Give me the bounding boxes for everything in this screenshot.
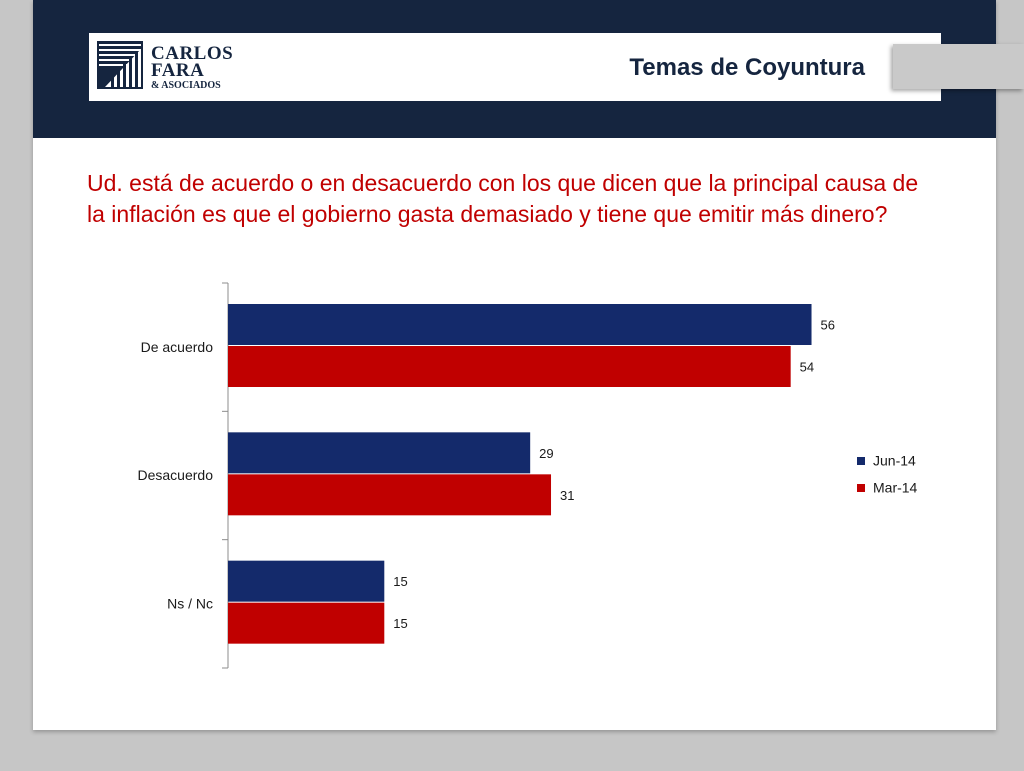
side-tab xyxy=(893,44,1024,89)
header-bar: CARLOS FARA & ASOCIADOS Temas de Coyuntu… xyxy=(89,33,941,101)
legend-label: Jun-14 xyxy=(873,453,916,469)
category-label: De acuerdo xyxy=(141,339,214,355)
legend-label: Mar-14 xyxy=(873,480,918,496)
data-label: 31 xyxy=(560,488,574,503)
category-label: Desacuerdo xyxy=(138,467,214,483)
question-text: Ud. está de acuerdo o en desacuerdo con … xyxy=(87,170,919,227)
page-title: Temas de Coyuntura xyxy=(629,54,865,81)
bar-jun-14-2 xyxy=(228,560,385,602)
bar-mar-14-1 xyxy=(228,474,552,516)
bar-mar-14-2 xyxy=(228,602,385,644)
logo-text-line3: & ASOCIADOS xyxy=(151,80,221,91)
legend: Jun-14 Mar-14 xyxy=(857,453,918,496)
bar-jun-14-1 xyxy=(228,432,531,474)
legend-swatch xyxy=(857,457,865,465)
legend-swatch xyxy=(857,484,865,492)
data-label: 56 xyxy=(821,317,835,332)
bar-mar-14-0 xyxy=(228,346,791,387)
category-labels: De acuerdo Desacuerdo Ns / Nc xyxy=(138,339,214,612)
bar-jun-14-0 xyxy=(228,304,812,345)
data-label: 54 xyxy=(800,359,814,374)
company-logo: CARLOS FARA & ASOCIADOS xyxy=(97,41,247,93)
category-label: Ns / Nc xyxy=(167,596,213,612)
data-label: 29 xyxy=(539,446,553,461)
header-band: CARLOS FARA & ASOCIADOS Temas de Coyuntu… xyxy=(33,0,996,138)
data-labels: 56 54 29 31 15 15 xyxy=(393,317,835,631)
logo-text-line1: CARLOS xyxy=(151,43,234,64)
data-label: 15 xyxy=(393,574,407,589)
logo-mark-icon xyxy=(97,41,143,89)
bars xyxy=(228,304,812,644)
data-label: 15 xyxy=(393,616,407,631)
slide: CARLOS FARA & ASOCIADOS Temas de Coyuntu… xyxy=(33,0,996,730)
logo-text-line2: FARA xyxy=(151,60,205,81)
